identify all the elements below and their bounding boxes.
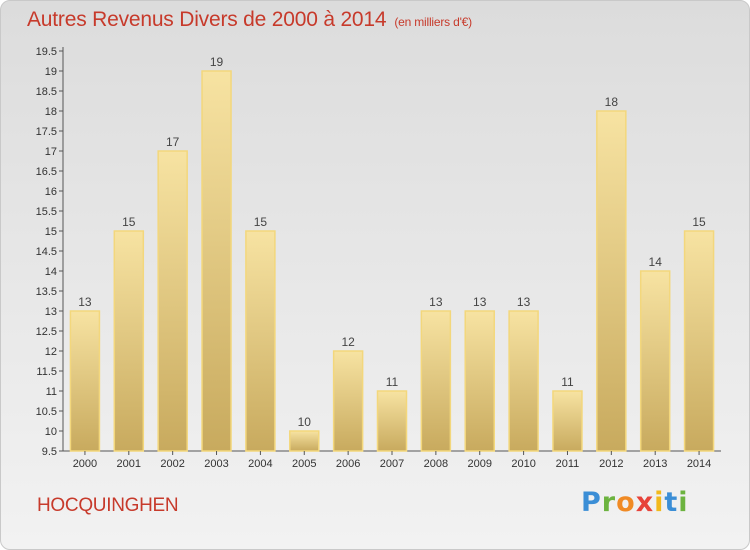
x-tick-label: 2009 — [467, 458, 491, 470]
x-tick-label: 2000 — [73, 458, 97, 470]
bar — [508, 310, 539, 452]
y-tick-label: 16 — [45, 186, 57, 198]
y-tick-label: 9.5 — [42, 446, 57, 458]
proxiti-logo: Proxiti — [581, 487, 689, 518]
bar — [683, 230, 715, 452]
bar-value-label: 14 — [649, 255, 663, 269]
bar — [113, 230, 145, 452]
bar — [376, 390, 408, 452]
chart-title: Autres Revenus Divers de 2000 à 2014 (en … — [27, 8, 472, 31]
bar — [420, 310, 452, 452]
y-tick-label: 18.5 — [36, 86, 57, 98]
y-tick-label: 17 — [45, 146, 57, 158]
bar — [596, 110, 627, 452]
x-tick-label: 2003 — [204, 458, 228, 470]
town-name: HOCQUINGHEN — [37, 495, 179, 516]
bar-value-label: 11 — [561, 375, 574, 389]
bar — [157, 150, 188, 452]
y-tick-label: 12.5 — [36, 326, 57, 338]
bar-value-label: 12 — [341, 335, 355, 349]
y-tick-label: 14.5 — [36, 246, 57, 258]
bar-value-label: 15 — [254, 215, 268, 229]
bar-value-label: 10 — [298, 415, 312, 429]
bar-value-label: 18 — [605, 95, 619, 109]
x-tick-label: 2013 — [643, 458, 667, 470]
bar-value-label: 19 — [210, 55, 224, 69]
bar-value-label: 13 — [473, 295, 487, 309]
bar — [332, 350, 364, 452]
y-tick-label: 12 — [45, 346, 57, 358]
y-tick-label: 19.5 — [36, 46, 57, 58]
x-tick-label: 2010 — [511, 458, 535, 470]
bar — [289, 430, 320, 452]
x-tick-label: 2006 — [336, 458, 360, 470]
bar-value-label: 13 — [429, 295, 443, 309]
y-tick-label: 13 — [45, 306, 57, 318]
bar-value-label: 17 — [166, 135, 180, 149]
y-tick-label: 16.5 — [36, 166, 57, 178]
y-tick-label: 10 — [45, 426, 57, 438]
y-tick-label: 14 — [45, 266, 57, 278]
y-tick-label: 13.5 — [36, 286, 57, 298]
bar — [69, 310, 101, 452]
x-tick-label: 2012 — [599, 458, 623, 470]
y-tick-label: 19 — [45, 66, 57, 78]
bar-value-label: 15 — [122, 215, 136, 229]
x-tick-label: 2004 — [248, 458, 272, 470]
bar-value-label: 13 — [78, 295, 92, 309]
bar — [464, 310, 495, 452]
bar — [245, 230, 276, 452]
bar-value-label: 11 — [386, 375, 399, 389]
y-tick-label: 17.5 — [36, 126, 57, 138]
bar — [552, 390, 583, 452]
y-tick-label: 15 — [45, 226, 57, 238]
x-tick-label: 2011 — [556, 458, 580, 470]
x-tick-label: 2014 — [687, 458, 711, 470]
y-tick-label: 11 — [46, 386, 57, 398]
y-tick-label: 18 — [45, 106, 57, 118]
x-tick-label: 2008 — [424, 458, 448, 470]
x-tick-label: 2001 — [117, 458, 141, 470]
x-tick-label: 2002 — [160, 458, 184, 470]
bar — [639, 270, 671, 452]
y-tick-label: 11.5 — [36, 366, 57, 378]
bar-value-label: 13 — [517, 295, 531, 309]
bar — [201, 70, 232, 452]
chart-subtitle: (en milliers d'€) — [394, 15, 472, 29]
bar-value-label: 15 — [692, 215, 706, 229]
y-tick-label: 10.5 — [36, 406, 57, 418]
y-tick-label: 15.5 — [36, 206, 57, 218]
x-tick-label: 2005 — [292, 458, 316, 470]
x-tick-label: 2007 — [380, 458, 404, 470]
